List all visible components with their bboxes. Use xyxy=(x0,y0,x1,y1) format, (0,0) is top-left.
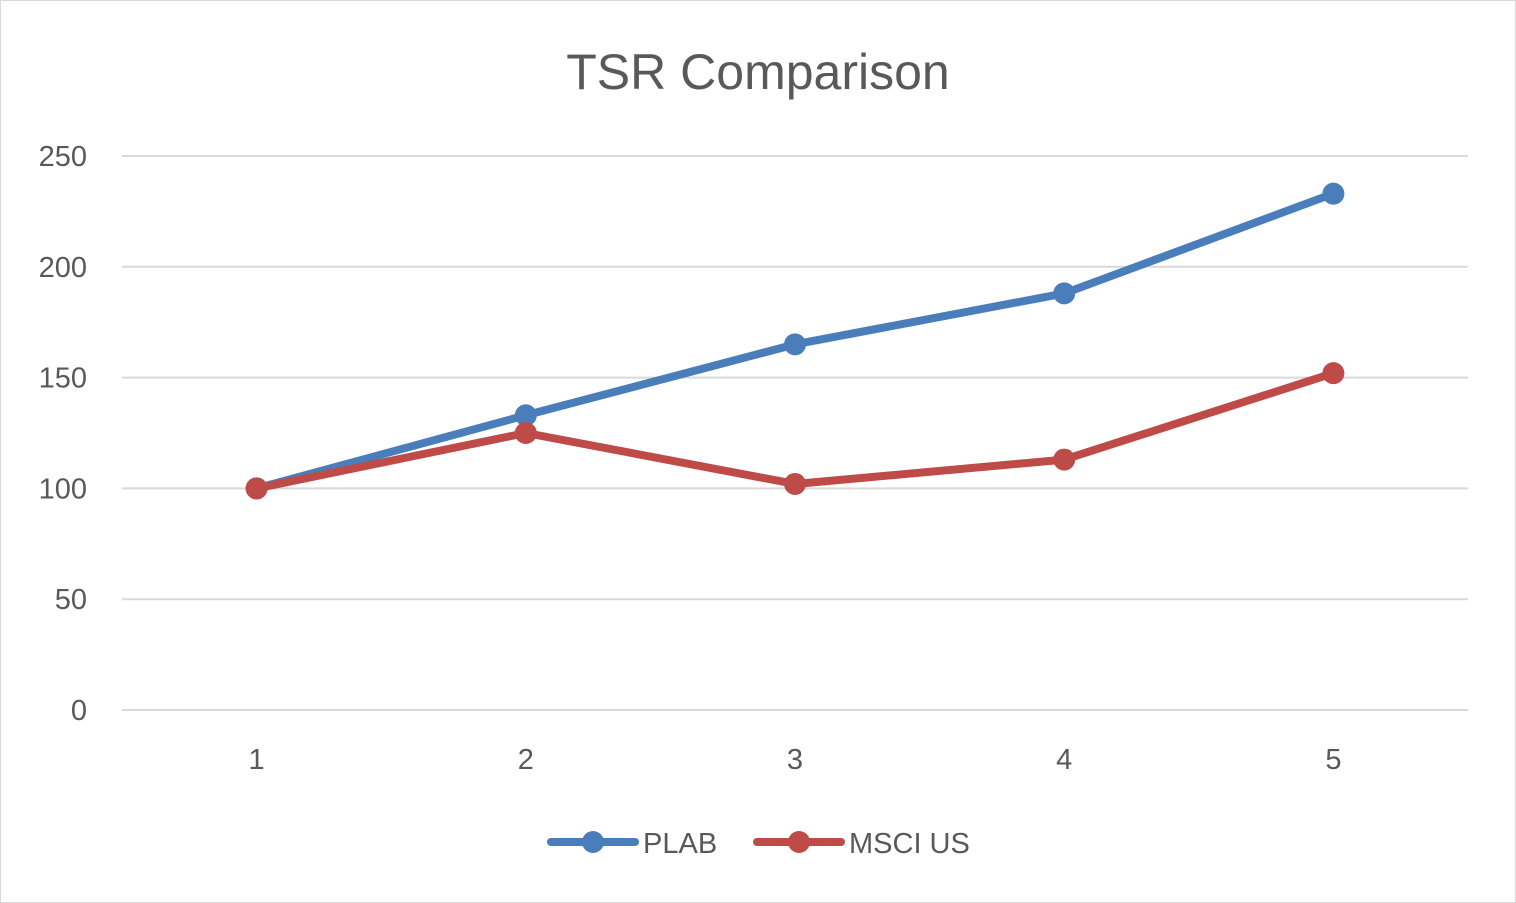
y-tick-label: 50 xyxy=(55,584,87,616)
y-tick-label: 100 xyxy=(39,473,87,505)
x-tick-label: 5 xyxy=(1325,744,1341,776)
legend: PLAB MSCI US xyxy=(547,828,970,860)
y-tick-label: 200 xyxy=(39,252,87,284)
data-point-msci-us xyxy=(1053,448,1076,471)
y-tick-label: 250 xyxy=(39,141,87,173)
x-tick-label: 3 xyxy=(787,744,803,776)
data-point-plab xyxy=(784,333,806,356)
legend-label: MSCI US xyxy=(849,828,970,860)
x-tick-label: 4 xyxy=(1056,744,1072,776)
data-point-msci-us xyxy=(784,472,806,495)
data-point-msci-us xyxy=(245,477,268,500)
series-line-msci-us xyxy=(252,369,1338,493)
legend-item-plab: PLAB xyxy=(547,828,717,860)
data-point-plab xyxy=(1053,282,1076,305)
data-point-plab xyxy=(514,404,537,427)
y-tick-label: 150 xyxy=(39,363,87,395)
gridlines xyxy=(122,155,1468,711)
data-point-msci-us xyxy=(514,422,537,444)
y-axis-ticks: 0 50 100 150 200 250 xyxy=(39,141,87,727)
data-point-plab xyxy=(1322,182,1345,205)
x-axis-ticks: 1 2 3 4 5 xyxy=(249,744,1342,776)
chart-title: TSR Comparison xyxy=(566,44,949,100)
x-tick-label: 2 xyxy=(518,744,534,776)
data-point-msci-us xyxy=(1322,362,1345,385)
legend-swatch-marker xyxy=(788,831,810,853)
y-tick-label: 0 xyxy=(71,695,87,727)
series-layer xyxy=(245,182,1345,500)
series-plab xyxy=(245,182,1345,500)
legend-item-msci-us: MSCI US xyxy=(753,828,970,860)
x-tick-label: 1 xyxy=(249,744,265,776)
series-msci-us xyxy=(245,362,1345,500)
legend-label: PLAB xyxy=(643,828,717,860)
legend-swatch-marker xyxy=(582,831,604,853)
